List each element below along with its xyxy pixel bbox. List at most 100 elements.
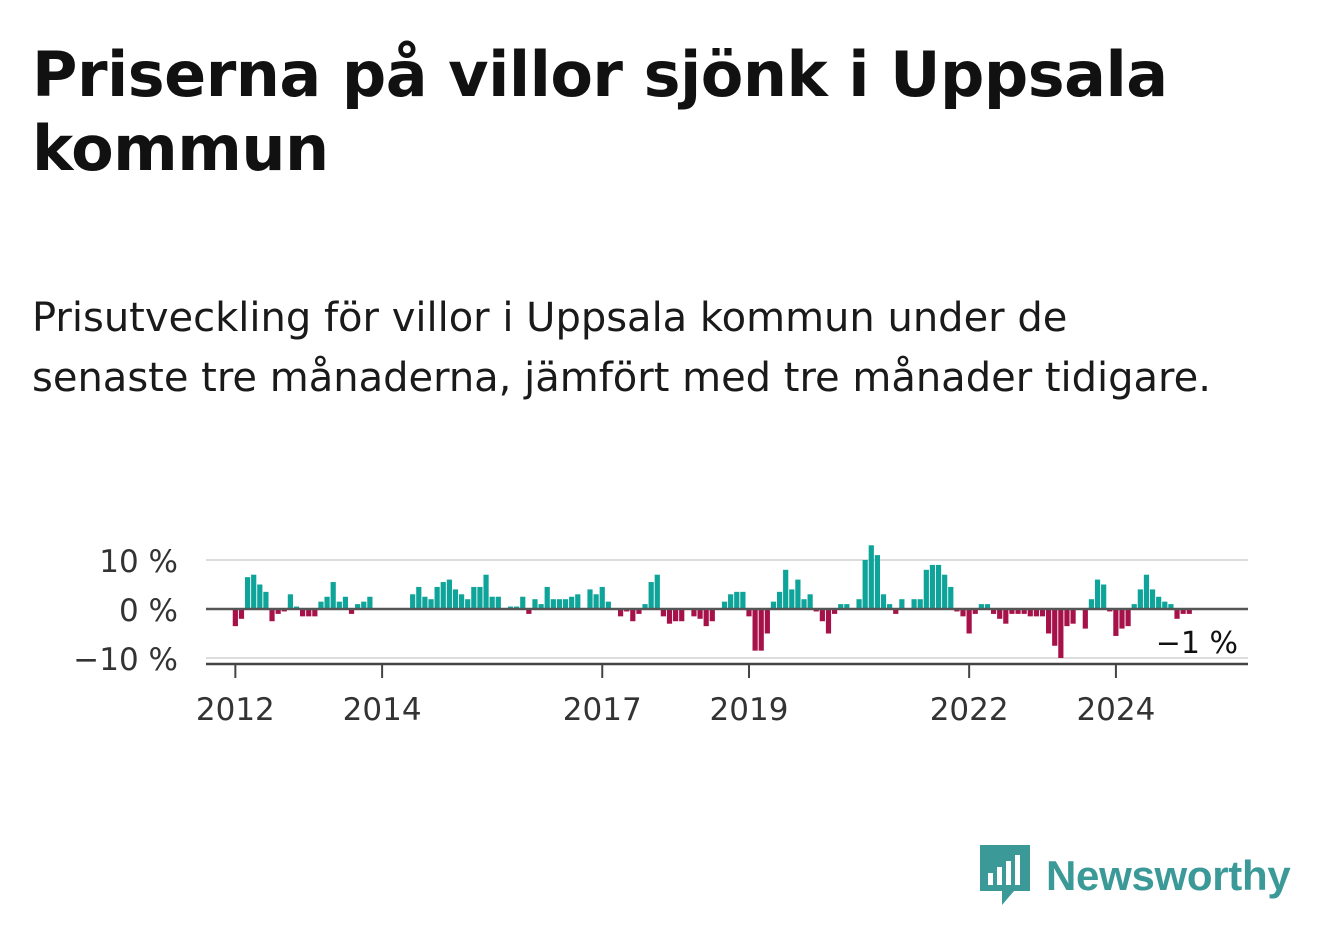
y-tick-label: 10 %	[99, 544, 178, 580]
bar	[997, 609, 1003, 619]
bar	[887, 604, 893, 609]
bar	[697, 609, 703, 619]
bar	[324, 596, 330, 609]
bar	[1186, 609, 1192, 614]
bar	[1143, 574, 1150, 609]
bar	[679, 609, 685, 622]
bar	[428, 599, 434, 609]
bar	[783, 569, 789, 609]
bar	[1021, 609, 1027, 614]
bar	[1094, 579, 1101, 609]
bar	[1125, 609, 1131, 627]
bar	[361, 601, 367, 609]
logo-icon	[980, 845, 1030, 905]
bar	[844, 604, 850, 609]
bar	[893, 609, 899, 614]
bar	[807, 594, 813, 609]
bar	[740, 591, 746, 609]
bar	[617, 609, 624, 617]
bar	[477, 586, 483, 609]
bar	[1119, 609, 1125, 629]
bar	[648, 582, 654, 609]
bar	[575, 594, 581, 609]
bar	[1027, 609, 1033, 617]
bar	[318, 601, 324, 609]
bar	[251, 574, 257, 609]
bar	[599, 586, 605, 609]
bar	[990, 609, 997, 614]
bar	[960, 609, 966, 617]
bar	[673, 609, 679, 622]
bar	[1131, 604, 1137, 609]
bar	[1009, 609, 1015, 614]
bar	[984, 604, 991, 609]
bar	[666, 609, 673, 624]
bar	[263, 591, 269, 609]
bar	[929, 564, 936, 609]
bar	[789, 589, 795, 609]
bar	[1033, 609, 1039, 617]
bar	[495, 596, 501, 609]
bar	[275, 609, 281, 614]
bar	[709, 609, 715, 622]
bar	[342, 596, 349, 609]
bar	[1168, 604, 1174, 609]
bar	[630, 609, 636, 622]
bar	[770, 601, 777, 609]
bar	[587, 589, 593, 609]
x-tick-label: 2022	[930, 692, 1009, 728]
bar	[942, 574, 948, 609]
bar	[856, 599, 862, 609]
bar	[232, 609, 238, 627]
bar	[306, 609, 312, 617]
bar	[1162, 601, 1168, 609]
bar	[917, 599, 923, 609]
bar	[544, 586, 550, 609]
bar	[440, 582, 446, 609]
bar	[446, 579, 452, 609]
bar	[1174, 609, 1180, 619]
bar	[434, 586, 440, 609]
bar	[948, 586, 954, 609]
bar	[874, 555, 880, 609]
bar	[569, 596, 575, 609]
bar	[471, 586, 477, 609]
bar	[526, 609, 532, 614]
bar	[336, 601, 342, 609]
bar	[795, 579, 801, 609]
bar	[1082, 609, 1088, 629]
bar	[752, 609, 758, 651]
bar-chart: 10 % 0 % −10 % 2012 2014 2017 2019 2022 2024−1 %	[73, 544, 1248, 728]
bar	[899, 599, 905, 609]
bar	[562, 599, 569, 609]
bar	[330, 582, 336, 609]
bar	[367, 596, 373, 609]
bar	[978, 604, 984, 609]
bar	[819, 609, 825, 622]
y-tick-label: −10 %	[73, 642, 178, 678]
bar	[459, 594, 465, 609]
bar	[703, 609, 709, 627]
bar	[1015, 609, 1021, 614]
bar	[935, 564, 942, 609]
bar	[868, 545, 874, 609]
bar	[654, 574, 660, 609]
bar	[764, 609, 770, 634]
bar	[1039, 609, 1046, 617]
bar	[1003, 609, 1009, 624]
bar	[269, 609, 275, 622]
bar	[728, 594, 734, 609]
bar	[556, 599, 563, 609]
bar	[966, 609, 972, 634]
bar	[422, 596, 428, 609]
bar	[758, 609, 764, 651]
bar	[923, 569, 929, 609]
bar	[452, 589, 459, 609]
bar	[287, 594, 293, 609]
bar	[550, 599, 556, 609]
x-tick-label: 2014	[343, 692, 422, 728]
bar	[538, 604, 544, 609]
bar	[238, 609, 245, 619]
bar	[416, 586, 422, 609]
page-title: Priserna på villor sjönk i Uppsala kommu…	[32, 38, 1168, 185]
